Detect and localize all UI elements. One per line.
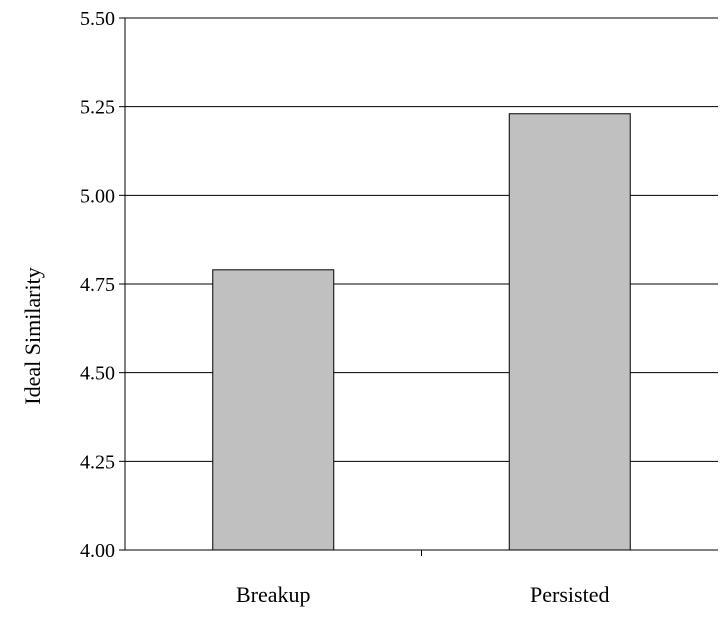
- y-tick-label: 5.00: [80, 185, 115, 207]
- y-tick-label: 4.75: [80, 274, 115, 296]
- x-tick-label: Breakup: [236, 582, 311, 607]
- bar-breakup: [212, 269, 335, 551]
- y-tick-label: 4.00: [80, 540, 115, 562]
- y-tick-label: 5.50: [80, 8, 115, 30]
- x-tick-label: Persisted: [530, 582, 609, 607]
- y-tick-label: 5.25: [80, 97, 115, 119]
- y-tick-labels: 4.00 4.25 4.50 4.75 5.00 5.25 5.50: [80, 8, 115, 562]
- x-tick-labels: Breakup Persisted: [236, 582, 609, 607]
- y-axis-label: Ideal Similarity: [20, 267, 45, 404]
- bars: [212, 113, 631, 551]
- y-tick-label: 4.50: [80, 363, 115, 385]
- axes: [119, 17, 718, 556]
- y-tick-label: 4.25: [80, 451, 115, 473]
- bar-persisted: [508, 113, 631, 551]
